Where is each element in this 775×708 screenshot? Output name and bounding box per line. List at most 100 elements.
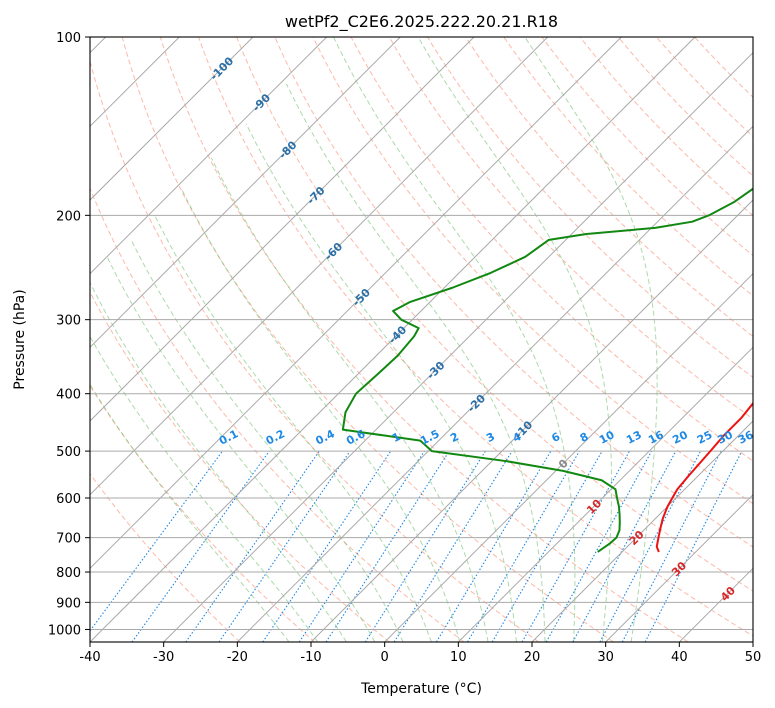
dry-adiabat	[388, 37, 753, 420]
mixing-ratio-label: 0.1	[217, 427, 240, 447]
chart-title: wetPf2_C2E6.2025.222.20.21.R18	[285, 12, 558, 32]
x-tick-label: 50	[745, 650, 762, 665]
mixing-ratio-line	[218, 450, 351, 642]
isotherm-gridline	[457, 346, 753, 642]
dry-adiabat	[90, 291, 390, 642]
mixing-ratio-label: 1.5	[418, 427, 441, 447]
dry-adiabat	[90, 186, 465, 642]
dry-adiabat	[694, 37, 753, 98]
mixing-ratio-line	[325, 450, 450, 642]
isotherm-gridline	[163, 51, 753, 642]
isotherm-gridline	[236, 125, 753, 642]
dry-adiabat	[121, 37, 614, 642]
moist-adiabat	[245, 123, 517, 642]
mixing-ratio-label: 25	[695, 428, 715, 447]
mixing-ratio-line	[644, 450, 743, 642]
y-axis: 100 200 300 400 500 600 700 800 900 1000	[48, 31, 90, 638]
y-tick-label: 100	[56, 31, 81, 46]
x-axis-label: Temperature (°C)	[360, 681, 482, 697]
isotherm-gridline	[90, 37, 622, 570]
mixing-ratio-label: 13	[624, 428, 644, 447]
mixing-ratio-line	[131, 450, 270, 642]
moist-adiabat	[90, 281, 347, 642]
x-tick-label: 10	[450, 650, 467, 665]
y-tick-label: 200	[56, 209, 81, 224]
dewpoint-line	[341, 187, 753, 553]
moist-adiabat	[210, 157, 489, 642]
mixing-ratio-line	[621, 450, 722, 642]
mixing-ratio-line	[90, 450, 223, 632]
mixing-ratio-label: 10	[597, 428, 617, 447]
dry-adiabat	[159, 37, 689, 642]
mixing-ratio-line	[364, 450, 486, 642]
isotherm-gridline	[90, 37, 328, 275]
x-tick-label: 20	[524, 650, 541, 665]
dry-adiabats	[90, 37, 753, 642]
x-tick-label: -20	[227, 650, 248, 665]
isotherm-gridline	[90, 37, 401, 349]
mixing-ratio-label: 20	[670, 428, 690, 447]
x-tick-label: -30	[153, 650, 174, 665]
y-tick-label: 600	[56, 492, 81, 507]
dry-adiabat	[236, 37, 753, 592]
isotherm-label: -100	[208, 54, 237, 83]
dry-adiabat	[465, 37, 753, 337]
dry-adiabat	[312, 37, 753, 505]
profile-series	[341, 187, 753, 553]
dry-adiabat	[90, 59, 540, 642]
x-tick-label: -40	[79, 650, 100, 665]
moist-adiabat	[130, 239, 404, 642]
x-tick-label: 30	[597, 650, 614, 665]
isotherm-gridlines	[90, 37, 753, 642]
dry-adiabat	[426, 37, 753, 378]
dry-adiabat	[503, 37, 753, 297]
mixing-ratio-line	[572, 450, 677, 642]
mixing-ratio-line	[185, 450, 320, 642]
moist-adiabat	[524, 37, 658, 642]
y-tick-label: 400	[56, 388, 81, 403]
isobar-gridlines	[90, 37, 753, 630]
dry-adiabat	[90, 384, 316, 642]
y-tick-label: 700	[56, 532, 81, 547]
dry-adiabat	[274, 37, 753, 548]
isotherm-gridline	[310, 199, 753, 642]
dry-adiabat	[90, 472, 241, 642]
dry-adiabat	[350, 37, 753, 462]
x-tick-label: 0	[381, 650, 389, 665]
y-tick-label: 500	[56, 445, 81, 460]
mixing-ratio-line	[298, 450, 425, 642]
moist-adiabats	[90, 37, 658, 642]
moist-adiabat	[106, 256, 376, 642]
mixing-ratio-label: 2	[448, 430, 461, 445]
mixing-ratio-label: 3	[484, 430, 497, 445]
isotherm-gridline	[605, 493, 753, 642]
isotherm-gridline	[90, 37, 254, 201]
dry-adiabat	[655, 37, 753, 138]
isotherm-gridline	[384, 272, 753, 642]
y-tick-label: 900	[56, 596, 81, 611]
y-tick-label: 300	[56, 314, 81, 329]
x-tick-label: -10	[300, 650, 321, 665]
mixing-ratio-label: 0.4	[314, 427, 338, 448]
isotherm-gridline	[531, 420, 753, 642]
mixing-ratio-label: 16	[646, 428, 666, 447]
dry-adiabat	[579, 37, 753, 217]
moist-adiabat	[90, 335, 319, 642]
x-axis: -40 -30 -20 -10 0 10 20 30 40 50	[79, 642, 761, 665]
mixing-ratio-label: 0.2	[264, 427, 287, 447]
y-tick-label: 800	[56, 566, 81, 581]
moist-adiabat	[333, 37, 576, 642]
mixing-ratio-label: 30	[715, 428, 735, 447]
mixing-ratio-line	[521, 450, 630, 642]
x-tick-label: 40	[671, 650, 688, 665]
plot-frame	[89, 36, 754, 643]
isotherm-gridline	[678, 567, 753, 642]
y-tick-label: 1000	[48, 623, 81, 638]
moist-adiabat	[154, 215, 432, 642]
mixing-ratio-lines	[90, 450, 743, 642]
isotherm-gridline	[90, 37, 696, 642]
moist-adiabat	[180, 188, 461, 642]
temperature-line	[655, 401, 753, 553]
isotherm-label: -90	[250, 91, 273, 114]
